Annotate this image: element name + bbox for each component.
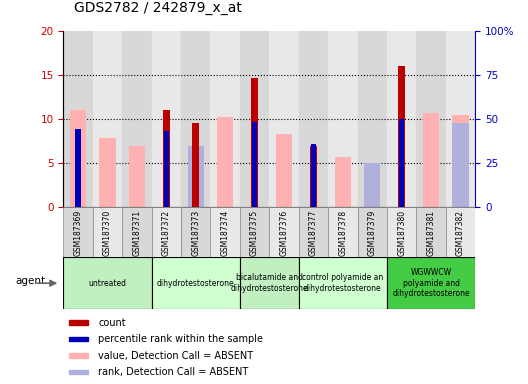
Bar — [269, 31, 299, 207]
Text: control polyamide an
dihydrotestosterone: control polyamide an dihydrotestosterone — [302, 273, 383, 293]
Text: rank, Detection Call = ABSENT: rank, Detection Call = ABSENT — [98, 367, 249, 377]
Bar — [452, 123, 468, 207]
Bar — [99, 137, 116, 207]
Bar — [299, 207, 328, 257]
Bar — [152, 257, 240, 309]
Bar — [387, 207, 417, 257]
Bar — [70, 110, 86, 207]
Bar — [122, 31, 152, 207]
Text: percentile rank within the sample: percentile rank within the sample — [98, 334, 263, 344]
Bar — [252, 122, 257, 207]
Bar — [364, 180, 380, 207]
Text: GSM187373: GSM187373 — [191, 210, 200, 256]
Text: untreated: untreated — [89, 279, 127, 288]
Bar — [93, 207, 122, 257]
Bar — [152, 31, 181, 207]
Text: bicalutamide and
dihydrotestosterone: bicalutamide and dihydrotestosterone — [230, 273, 308, 293]
Bar — [240, 31, 269, 207]
Bar — [398, 66, 406, 207]
Bar — [299, 257, 387, 309]
Bar — [211, 207, 240, 257]
Bar — [299, 31, 328, 207]
Text: GSM187377: GSM187377 — [309, 210, 318, 256]
Bar — [328, 31, 357, 207]
Text: WGWWCW
polyamide and
dihydrotestosterone: WGWWCW polyamide and dihydrotestosterone — [392, 268, 470, 298]
Text: GSM187381: GSM187381 — [427, 210, 436, 256]
Text: agent: agent — [16, 276, 46, 286]
Bar — [417, 31, 446, 207]
Bar — [181, 31, 211, 207]
Bar — [69, 337, 88, 341]
Bar — [446, 31, 475, 207]
Bar — [240, 257, 299, 309]
Text: GSM187372: GSM187372 — [162, 210, 171, 256]
Text: GSM187370: GSM187370 — [103, 210, 112, 256]
Bar — [240, 207, 269, 257]
Bar — [69, 370, 88, 374]
Bar — [122, 207, 152, 257]
Bar — [129, 146, 145, 207]
Text: GSM187375: GSM187375 — [250, 210, 259, 256]
Text: GDS2782 / 242879_x_at: GDS2782 / 242879_x_at — [74, 2, 242, 15]
Bar — [276, 134, 292, 207]
Bar — [357, 207, 387, 257]
Text: GSM187374: GSM187374 — [221, 210, 230, 256]
Text: count: count — [98, 318, 126, 328]
Bar — [387, 31, 417, 207]
Bar — [181, 207, 211, 257]
Bar — [69, 353, 88, 358]
Bar — [452, 114, 468, 207]
Text: GSM187376: GSM187376 — [279, 210, 288, 256]
Bar — [364, 163, 380, 207]
Bar — [310, 146, 317, 207]
Bar — [63, 257, 152, 309]
Text: GSM187379: GSM187379 — [367, 210, 377, 256]
Bar — [446, 207, 475, 257]
Text: GSM187382: GSM187382 — [456, 210, 465, 256]
Bar — [417, 207, 446, 257]
Bar — [163, 110, 170, 207]
Bar — [187, 146, 204, 207]
Bar — [328, 207, 357, 257]
Bar — [423, 113, 439, 207]
Text: GSM187371: GSM187371 — [133, 210, 142, 256]
Bar — [211, 31, 240, 207]
Text: GSM187380: GSM187380 — [397, 210, 406, 256]
Text: GSM187378: GSM187378 — [338, 210, 347, 256]
Bar — [152, 207, 181, 257]
Bar — [269, 207, 299, 257]
Bar — [251, 78, 258, 207]
Bar — [399, 119, 404, 207]
Bar — [387, 257, 475, 309]
Bar — [164, 131, 169, 207]
Bar — [63, 31, 93, 207]
Bar — [63, 207, 93, 257]
Bar — [217, 117, 233, 207]
Text: value, Detection Call = ABSENT: value, Detection Call = ABSENT — [98, 351, 253, 361]
Bar — [311, 144, 316, 207]
Bar — [357, 31, 387, 207]
Bar — [192, 123, 200, 207]
Bar — [335, 157, 351, 207]
Bar — [76, 129, 81, 207]
Bar — [93, 31, 122, 207]
Bar — [69, 320, 88, 325]
Text: dihydrotestosterone: dihydrotestosterone — [157, 279, 234, 288]
Text: GSM187369: GSM187369 — [73, 210, 82, 256]
